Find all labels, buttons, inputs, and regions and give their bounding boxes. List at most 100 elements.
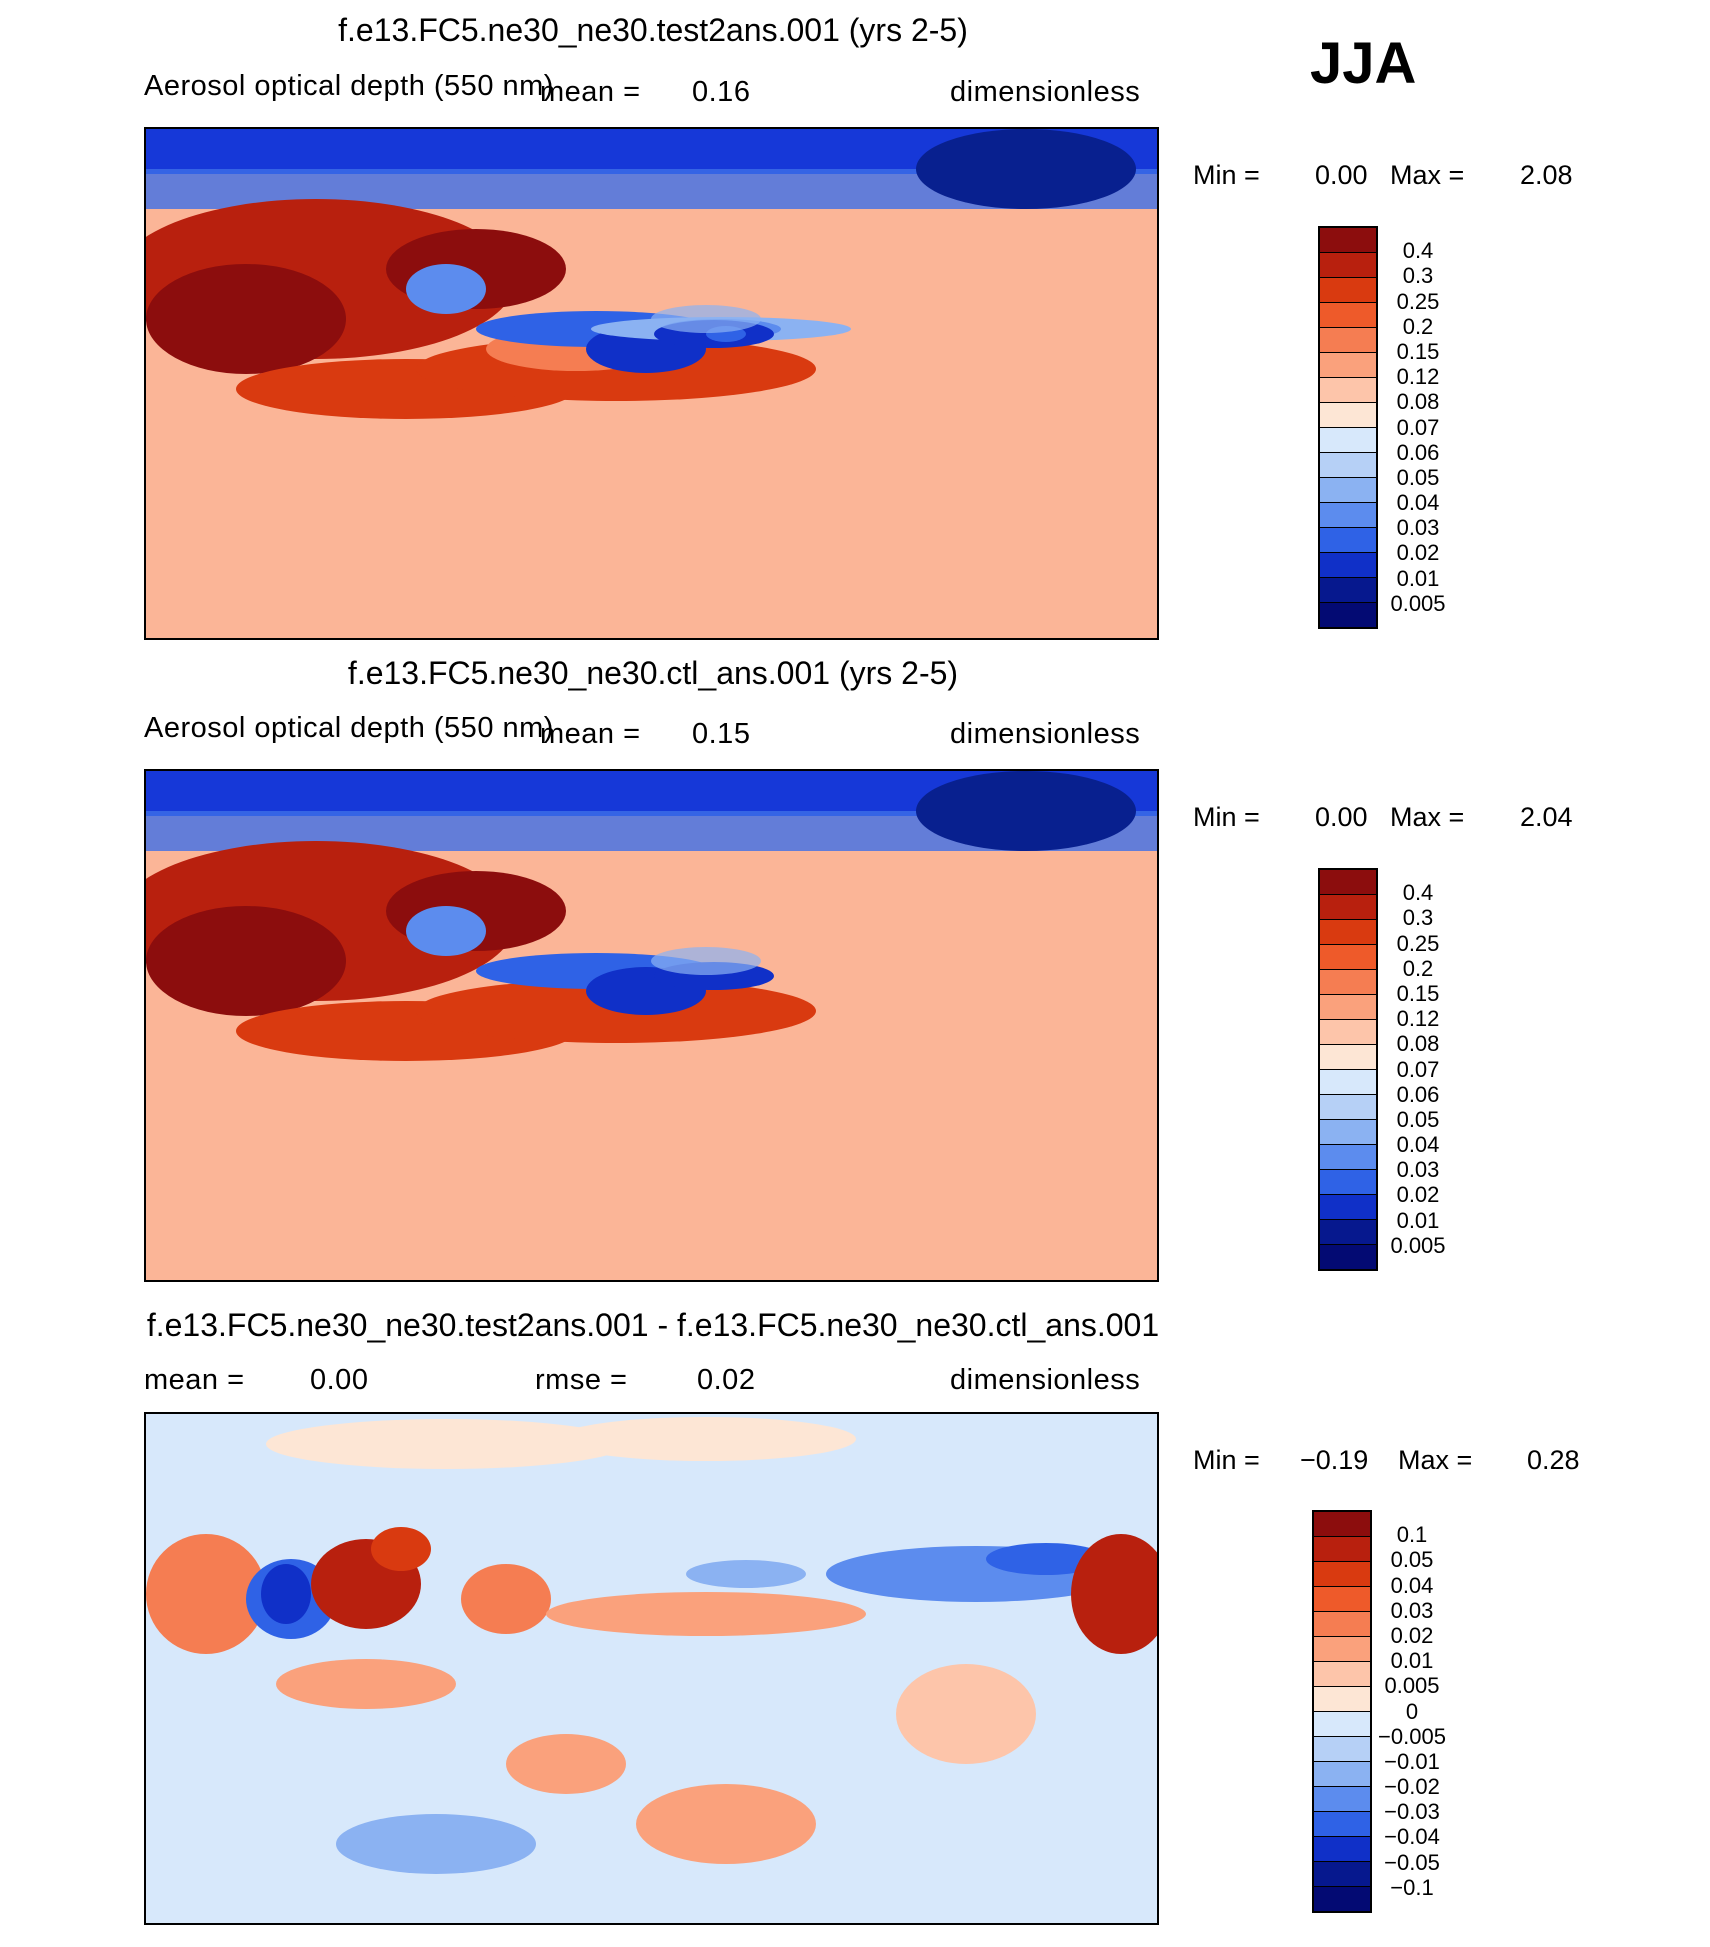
colorbar-swatch [1314, 1561, 1370, 1586]
colorbar-tick-label: 0.01 [1396, 565, 1440, 591]
colorbar-swatch [1320, 1194, 1376, 1219]
panel-1-mean-label: mean = [540, 76, 641, 108]
colorbar-swatch [1314, 1536, 1370, 1561]
colorbar-swatch [1314, 1512, 1370, 1536]
panel-2-variable: Aerosol optical depth (550 nm) [144, 712, 554, 744]
panel-2-mean-label: mean = [540, 718, 641, 750]
colorbar-tick-label: 0.07 [1396, 1056, 1440, 1082]
colorbar-tick-label: 0.01 [1390, 1648, 1434, 1674]
colorbar-tick-label: −0.01 [1384, 1748, 1440, 1774]
colorbar-swatch [1320, 452, 1376, 477]
colorbar-swatch [1320, 919, 1376, 944]
colorbar-tick-label: 0.04 [1390, 1572, 1434, 1598]
colorbar-tick-label: 0.4 [1402, 238, 1434, 264]
panel-1-map [144, 127, 1159, 640]
panel-1-min-value: 0.00 [1315, 160, 1368, 190]
panel-2-field [146, 771, 1157, 1280]
panel-1-max-label: Max = [1390, 160, 1465, 190]
colorbar-tick-label: 0.005 [1384, 1673, 1440, 1699]
panel-3-mean-label: mean = [144, 1364, 245, 1396]
colorbar-tick-label: 0.02 [1396, 1182, 1440, 1208]
panel-3-max-value: 0.28 [1527, 1445, 1580, 1475]
season-label: JJA [1310, 31, 1417, 96]
panel-3-rmse-label: rmse = [535, 1364, 628, 1396]
panel-1-min-label: Min = [1193, 160, 1260, 190]
colorbar-tick-label: 0.005 [1390, 1232, 1446, 1258]
panel-2-max-value: 2.04 [1520, 802, 1573, 832]
colorbar-swatch [1320, 894, 1376, 919]
colorbar-tick-label: 0 [1405, 1698, 1419, 1724]
colorbar-tick-label: −0.03 [1384, 1799, 1440, 1825]
colorbar-swatch [1314, 1886, 1370, 1911]
panel-1-field [146, 129, 1157, 638]
colorbar-swatch [1320, 327, 1376, 352]
panel-3-field [146, 1414, 1157, 1923]
colorbar-tick-label: 0.1 [1396, 1522, 1428, 1548]
panel-3-rmse-value: 0.02 [697, 1364, 756, 1396]
colorbar-swatch [1320, 944, 1376, 969]
panel-3-units: dimensionless [950, 1364, 1141, 1396]
colorbar-swatch [1320, 552, 1376, 577]
colorbar-tick-label: 0.3 [1402, 263, 1434, 289]
colorbar-swatch [1320, 602, 1376, 627]
colorbar-tick-label: 0.07 [1396, 414, 1440, 440]
colorbar-tick-label: 0.03 [1396, 1157, 1440, 1183]
panel-2-map [144, 769, 1159, 1282]
panel-2-colorbar [1318, 868, 1378, 1271]
panel-3-min-label: Min = [1193, 1445, 1260, 1475]
colorbar-tick-label: 0.05 [1396, 464, 1440, 490]
colorbar-swatch [1314, 1611, 1370, 1636]
colorbar-swatch [1320, 1244, 1376, 1269]
colorbar-swatch [1320, 577, 1376, 602]
colorbar-swatch [1320, 477, 1376, 502]
colorbar-tick-label: 0.12 [1396, 364, 1440, 390]
colorbar-swatch [1320, 994, 1376, 1019]
panel-3-max-label: Max = [1398, 1445, 1473, 1475]
panel-2-min-label: Min = [1193, 802, 1260, 832]
panel-2-units: dimensionless [950, 718, 1141, 750]
colorbar-swatch [1314, 1836, 1370, 1861]
colorbar-swatch [1320, 1094, 1376, 1119]
colorbar-tick-label: 0.12 [1396, 1006, 1440, 1032]
colorbar-tick-label: −0.05 [1384, 1849, 1440, 1875]
colorbar-swatch [1314, 1711, 1370, 1736]
colorbar-tick-label: 0.02 [1396, 540, 1440, 566]
colorbar-swatch [1320, 1169, 1376, 1194]
colorbar-tick-label: −0.1 [1390, 1874, 1434, 1900]
colorbar-swatch [1320, 402, 1376, 427]
colorbar-tick-label: 0.2 [1402, 313, 1434, 339]
colorbar-swatch [1314, 1661, 1370, 1686]
colorbar-swatch [1320, 277, 1376, 302]
colorbar-swatch [1320, 870, 1376, 894]
colorbar-swatch [1314, 1811, 1370, 1836]
colorbar-swatch [1320, 377, 1376, 402]
colorbar-tick-label: 0.15 [1396, 980, 1440, 1006]
panel-1-title: f.e13.FC5.ne30_ne30.test2ans.001 (yrs 2-… [338, 12, 968, 48]
colorbar-tick-label: −0.005 [1378, 1723, 1446, 1749]
colorbar-swatch [1320, 1019, 1376, 1044]
colorbar-swatch [1320, 1219, 1376, 1244]
colorbar-swatch [1320, 302, 1376, 327]
colorbar-tick-label: 0.06 [1396, 1081, 1440, 1107]
colorbar-swatch [1314, 1636, 1370, 1661]
colorbar-tick-label: 0.25 [1396, 288, 1440, 314]
colorbar-tick-label: 0.04 [1396, 1132, 1440, 1158]
colorbar-swatch [1314, 1786, 1370, 1811]
colorbar-tick-label: 0.01 [1396, 1207, 1440, 1233]
colorbar-tick-label: 0.08 [1396, 1031, 1440, 1057]
colorbar-tick-label: 0.3 [1402, 905, 1434, 931]
panel-3-title: f.e13.FC5.ne30_ne30.test2ans.001 - f.e13… [146, 1307, 1160, 1343]
colorbar-tick-label: 0.4 [1402, 880, 1434, 906]
panel-1-variable: Aerosol optical depth (550 nm) [144, 70, 554, 102]
panel-3-colorbar [1312, 1510, 1372, 1913]
colorbar-swatch [1320, 969, 1376, 994]
colorbar-tick-label: 0.06 [1396, 439, 1440, 465]
colorbar-swatch [1320, 502, 1376, 527]
panel-1-mean-value: 0.16 [692, 76, 751, 108]
colorbar-swatch [1320, 1069, 1376, 1094]
panel-1-colorbar [1318, 226, 1378, 629]
colorbar-tick-label: 0.005 [1390, 590, 1446, 616]
colorbar-tick-label: −0.02 [1384, 1774, 1440, 1800]
colorbar-tick-label: 0.05 [1390, 1547, 1434, 1573]
colorbar-tick-label: −0.04 [1384, 1824, 1440, 1850]
